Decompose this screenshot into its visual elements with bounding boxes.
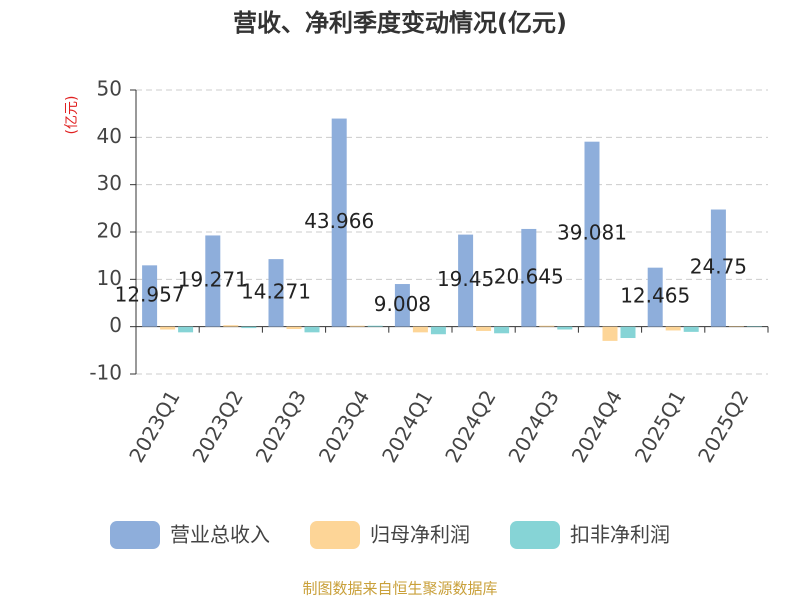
legend-swatch [310, 521, 360, 549]
bar [476, 326, 492, 331]
data-label: 14.271 [241, 279, 311, 303]
x-tick-label: 2024Q2 [440, 386, 500, 467]
y-axis-label: (亿元) [64, 96, 80, 135]
y-tick-label: 0 [109, 313, 122, 337]
x-tick-label: 2025Q1 [630, 386, 690, 467]
data-label: 19.271 [178, 268, 248, 292]
bar [223, 325, 239, 327]
bar [683, 326, 699, 332]
y-tick-label: 40 [97, 124, 122, 148]
y-tick-label: 30 [97, 171, 122, 195]
bar [430, 326, 446, 335]
bar [665, 326, 681, 331]
bar [394, 284, 410, 327]
bar [647, 267, 663, 327]
bar [331, 118, 347, 327]
bar [286, 326, 302, 330]
bar [178, 326, 194, 333]
bar [521, 228, 537, 327]
y-tick-label: -10 [89, 361, 122, 385]
x-tick-label: 2023Q2 [187, 386, 247, 467]
legend-label: 归母净利润 [370, 523, 470, 547]
bar [602, 326, 618, 341]
bar [367, 325, 383, 327]
x-tick-label: 2025Q2 [693, 386, 753, 467]
data-label: 39.081 [557, 221, 627, 245]
bar [160, 326, 176, 330]
data-label: 12.957 [115, 283, 185, 307]
bar [268, 259, 284, 327]
x-tick-label: 2023Q3 [251, 386, 311, 467]
bar [205, 235, 221, 327]
bar [142, 265, 158, 327]
data-label: 12.465 [620, 284, 690, 308]
bar [539, 325, 555, 327]
bar [584, 141, 600, 327]
legend-swatch [110, 521, 160, 549]
chart-title: 营收、净利季度变动情况(亿元) [233, 9, 567, 37]
y-tick-label: 50 [97, 77, 122, 101]
legend-label: 营业总收入 [170, 523, 270, 547]
x-tick-label: 2023Q4 [314, 386, 374, 467]
bar [710, 209, 726, 327]
bar [304, 326, 320, 333]
x-tick-label: 2024Q1 [377, 386, 437, 467]
data-label: 24.75 [690, 255, 747, 279]
bar [412, 326, 428, 333]
data-label: 9.008 [374, 292, 431, 316]
source-note: 制图数据来自恒生聚源数据库 [302, 580, 497, 598]
bar [458, 234, 474, 327]
legend-swatch [510, 521, 560, 549]
data-label: 43.966 [304, 209, 374, 233]
y-tick-label: 10 [97, 266, 122, 290]
bar [557, 326, 573, 330]
data-label: 20.645 [494, 264, 564, 288]
x-tick-label: 2024Q3 [503, 386, 563, 467]
bar [241, 326, 257, 329]
bar [349, 325, 365, 327]
bar [620, 326, 636, 339]
y-tick-label: 20 [97, 219, 122, 243]
x-tick-label: 2023Q1 [124, 386, 184, 467]
bar [494, 326, 510, 334]
x-tick-label: 2024Q4 [567, 386, 627, 467]
data-label: 19.45 [437, 267, 494, 291]
legend-label: 扣非净利润 [570, 523, 670, 547]
